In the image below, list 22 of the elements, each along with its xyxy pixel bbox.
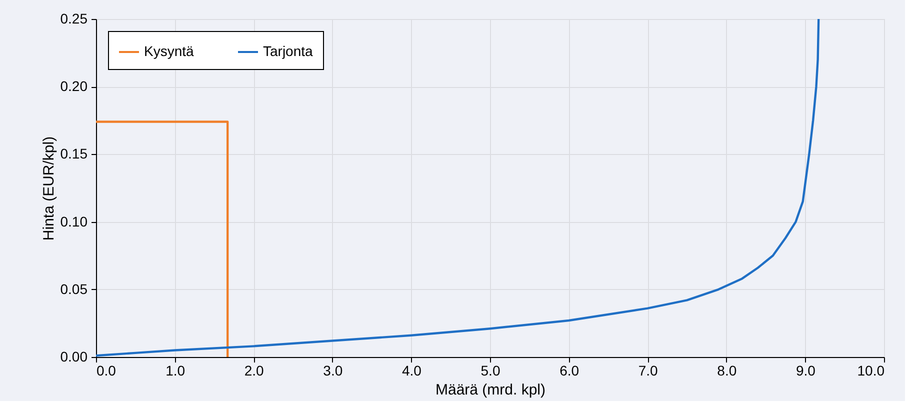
x-tick-label: 9.0 — [796, 362, 816, 378]
x-tick-label: 7.0 — [638, 362, 658, 378]
x-tick-label: 2.0 — [244, 362, 264, 378]
x-tick-label: 10.0 — [857, 362, 885, 378]
x-tick-label: 3.0 — [323, 362, 343, 378]
y-tick-label: 0.25 — [60, 10, 88, 26]
y-tick-label: 0.20 — [60, 78, 88, 94]
y-tick-label: 0.00 — [60, 348, 88, 364]
y-axis-title: Hinta (EUR/kpl) — [40, 136, 58, 241]
x-tick-label: 1.0 — [166, 362, 186, 378]
y-tick-label: 0.15 — [60, 146, 88, 162]
line-series — [96, 19, 820, 357]
x-tick-label: 8.0 — [717, 362, 737, 378]
y-tick-label: 0.10 — [60, 213, 88, 230]
legend-label: Kysyntä — [144, 43, 194, 59]
legend-label: Tarjonta — [263, 43, 314, 59]
x-tick-label: 6.0 — [560, 362, 580, 378]
y-tick-label: 0.05 — [60, 280, 88, 297]
x-axis-title: Määrä (mrd. kpl) — [435, 382, 546, 398]
x-tick-label: 5.0 — [480, 362, 500, 378]
x-tick-label: 4.0 — [402, 362, 422, 378]
x-tick-label: 0.0 — [96, 362, 116, 378]
